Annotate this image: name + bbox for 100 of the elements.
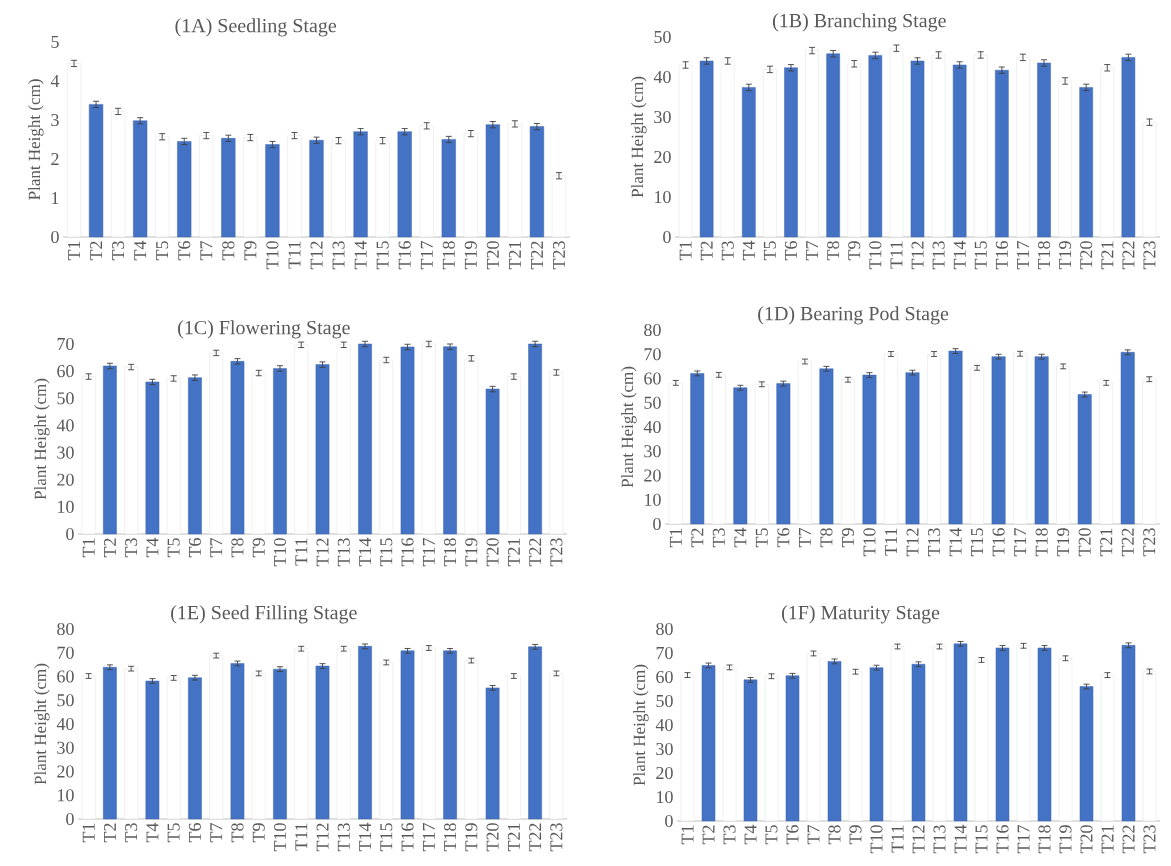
x-tick-label: T7 bbox=[210, 823, 223, 843]
bar bbox=[862, 374, 877, 525]
x-tick-label: T8 bbox=[231, 823, 244, 843]
bar bbox=[265, 144, 280, 238]
y-tick-label: 60 bbox=[57, 670, 74, 683]
chart-title: (1D) Bearing Pod Stage bbox=[758, 306, 949, 325]
bar bbox=[177, 141, 192, 238]
y-tick-label: 50 bbox=[644, 396, 661, 409]
bar bbox=[973, 54, 988, 238]
bar bbox=[742, 87, 756, 238]
bar bbox=[199, 135, 214, 238]
y-tick-label: 70 bbox=[57, 646, 74, 659]
chart-title: (1E) Seed Filling Stage bbox=[171, 605, 357, 624]
x-tick-label: T6 bbox=[777, 528, 790, 548]
bar bbox=[230, 361, 245, 535]
x-tick-label: T12 bbox=[316, 823, 329, 852]
x-tick-label: T21 bbox=[1101, 241, 1114, 270]
y-axis-title: Plant Height (cm) bbox=[621, 366, 637, 488]
bar bbox=[1099, 382, 1114, 525]
bar bbox=[549, 372, 564, 535]
x-tick-label: T11 bbox=[295, 538, 308, 566]
bar bbox=[145, 680, 160, 820]
y-tick-label: 10 bbox=[58, 789, 74, 802]
x-tick-label: T10 bbox=[266, 241, 279, 270]
x-tick-label: T3 bbox=[125, 823, 138, 843]
x-tick-label: T13 bbox=[337, 823, 350, 852]
x-tick-label: T22 bbox=[1121, 528, 1134, 557]
x-tick-label: T4 bbox=[134, 240, 147, 261]
bar bbox=[910, 60, 925, 238]
y-tick-label: 0 bbox=[66, 812, 74, 826]
bar bbox=[309, 140, 324, 238]
x-tick-label: T14 bbox=[354, 240, 367, 270]
y-tick-label: 50 bbox=[57, 694, 74, 707]
x-tick-label: T21 bbox=[1101, 825, 1114, 854]
x-tick-label: T11 bbox=[295, 823, 308, 851]
y-tick-label: 70 bbox=[644, 348, 661, 361]
bar bbox=[1121, 645, 1136, 822]
y-tick-label: 20 bbox=[656, 766, 673, 780]
x-tick-label: T19 bbox=[1059, 825, 1072, 854]
bar bbox=[400, 650, 415, 820]
bar bbox=[103, 365, 117, 535]
bar bbox=[931, 54, 946, 238]
bar bbox=[1056, 366, 1071, 525]
bar bbox=[1121, 57, 1136, 238]
bar bbox=[1016, 645, 1031, 822]
bar bbox=[995, 69, 1009, 238]
bar bbox=[421, 343, 436, 535]
x-tick-label: T14 bbox=[954, 824, 967, 854]
bar bbox=[1079, 686, 1094, 822]
bar bbox=[1100, 67, 1115, 238]
bar bbox=[699, 60, 714, 238]
x-tick-label: T4 bbox=[734, 527, 747, 548]
x-tick-label: T22 bbox=[530, 241, 543, 270]
x-tick-label: T11 bbox=[891, 825, 904, 853]
x-tick-label: T7 bbox=[806, 241, 818, 261]
x-tick-label: T11 bbox=[288, 241, 301, 269]
x-tick-label: T9 bbox=[252, 823, 265, 843]
y-axis-title: Plant Height (cm) bbox=[28, 79, 44, 200]
x-tick-label: T2 bbox=[90, 241, 103, 261]
x-tick-label: T9 bbox=[849, 825, 862, 845]
bar bbox=[209, 655, 224, 820]
x-tick-label: T20 bbox=[486, 538, 499, 567]
x-tick-label: T17 bbox=[1016, 241, 1029, 270]
bar bbox=[464, 358, 479, 535]
bar bbox=[166, 677, 181, 820]
bar bbox=[720, 60, 735, 238]
bar bbox=[743, 679, 758, 822]
y-tick-label: 40 bbox=[643, 420, 661, 434]
bar bbox=[188, 677, 202, 820]
x-tick-label: T14 bbox=[359, 537, 371, 567]
x-tick-label: T19 bbox=[464, 241, 477, 270]
bar bbox=[551, 175, 567, 238]
x-tick-label: T5 bbox=[167, 538, 180, 558]
bar bbox=[1079, 87, 1093, 238]
bar bbox=[764, 676, 779, 822]
y-tick-label: 30 bbox=[57, 741, 74, 754]
bar bbox=[1013, 353, 1028, 525]
bar bbox=[66, 63, 82, 238]
x-tick-label: T17 bbox=[1017, 825, 1030, 854]
x-tick-label: T17 bbox=[422, 538, 435, 567]
x-tick-label: T4 bbox=[146, 822, 159, 843]
x-tick-label: T15 bbox=[974, 241, 987, 270]
chart-title: (1A) Seedling Stage bbox=[175, 18, 337, 37]
bar bbox=[230, 663, 245, 820]
y-tick-label: 0 bbox=[665, 814, 673, 828]
y-tick-label: 70 bbox=[656, 646, 673, 660]
bar bbox=[464, 660, 479, 820]
x-tick-label: T10 bbox=[273, 538, 287, 567]
x-tick-label: T13 bbox=[337, 538, 350, 567]
bar bbox=[890, 646, 905, 822]
x-tick-label: T5 bbox=[167, 823, 180, 843]
y-tick-label: 60 bbox=[57, 365, 74, 378]
bar bbox=[680, 674, 695, 822]
x-tick-label: T20 bbox=[1080, 825, 1093, 854]
x-tick-label: T22 bbox=[529, 823, 542, 852]
x-tick-label: T18 bbox=[1037, 241, 1051, 270]
bar bbox=[932, 646, 947, 822]
x-tick-label: T5 bbox=[763, 241, 776, 261]
bar bbox=[889, 47, 904, 238]
bar bbox=[273, 368, 287, 535]
